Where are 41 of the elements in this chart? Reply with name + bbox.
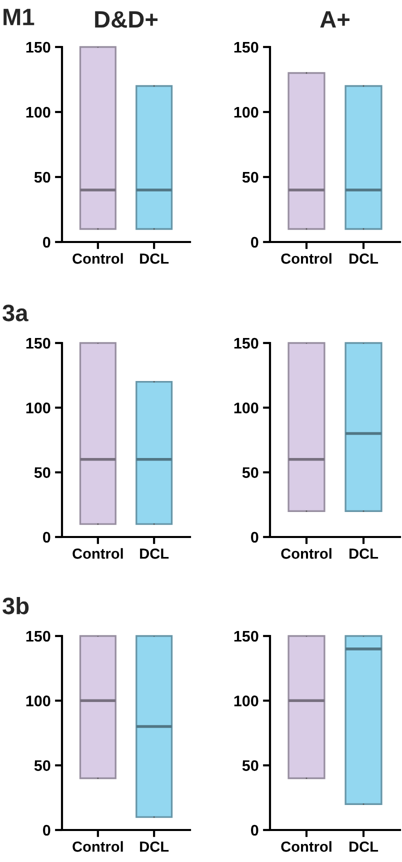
y-tick-label: 0 [42,532,50,543]
chart-title: D&D+ [95,11,158,28]
y-tick-label: 50 [242,467,258,478]
y-tick-label: 150 [26,338,50,349]
x-tick-label: DCL [350,253,378,264]
y-tick-label: 100 [26,402,50,414]
x-tick-label: Control [72,253,123,264]
y-tick-label: 50 [34,467,50,478]
y-tick-label: 0 [250,532,258,543]
x-tick-label: DCL [350,841,378,852]
y-tick-label: 100 [26,106,50,118]
chart-title: A+ [320,11,350,28]
y-tick-label: 50 [34,172,50,183]
y-tick-label: 0 [42,236,50,248]
x-tick-label: DCL [140,841,169,852]
y-tick-label: 50 [34,760,50,772]
y-tick-label: 150 [26,42,50,53]
y-tick-label: 100 [234,696,258,706]
x-tick-label: DCL [140,548,169,559]
y-tick-label: 150 [234,630,258,642]
y-tick-label: 150 [234,42,258,53]
x-tick-label: Control [281,841,332,852]
x-tick-label: Control [281,253,332,264]
text: 3b [2,596,29,614]
x-tick-label: Control [72,548,123,559]
y-tick-label: 50 [242,172,258,183]
x-tick-label: DCL [350,548,378,559]
text: M1 [4,8,34,26]
y-tick-label: 50 [242,760,258,772]
x-tick-label: Control [72,841,123,852]
y-tick-label: 100 [26,696,50,706]
y-tick-label: 0 [42,824,50,836]
y-tick-label: 150 [234,338,258,349]
text: 3a [2,304,28,322]
x-tick-label: Control [281,548,332,559]
y-tick-label: 100 [234,402,258,414]
y-tick-label: 0 [250,236,258,248]
y-tick-label: 0 [250,824,258,836]
y-tick-label: 100 [234,106,258,118]
y-tick-label: 150 [26,630,50,642]
x-tick-label: DCL [140,253,169,264]
